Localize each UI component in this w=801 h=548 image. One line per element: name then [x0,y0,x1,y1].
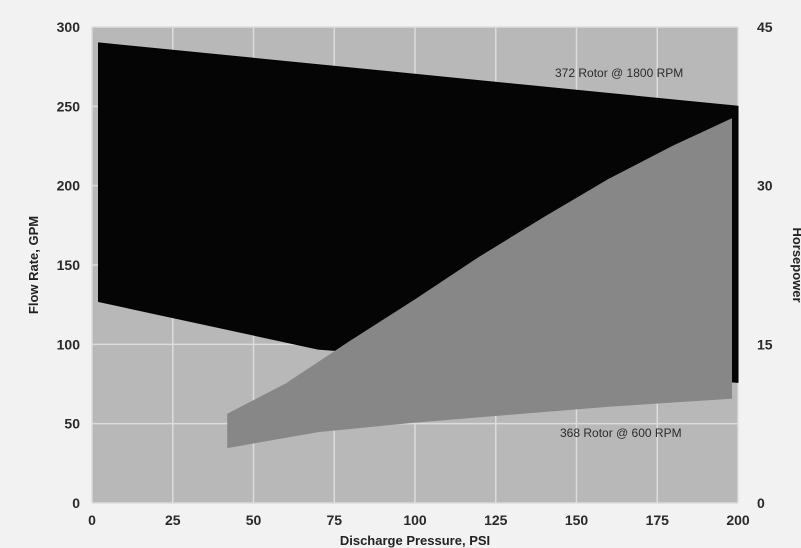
y-tick-label: 50 [64,416,80,432]
y-tick-label: 250 [57,98,81,114]
y-tick-label: 0 [72,495,80,511]
y2-axis-title: Horsepower [790,227,801,302]
series-label-372-rotor: 372 Rotor @ 1800 RPM [555,66,683,80]
y2-tick-label: 0 [757,495,765,511]
y-axis-title: Flow Rate, GPM [26,216,41,314]
x-tick-label: 0 [88,512,96,528]
series-area-368-rotor [227,118,732,448]
x-axis-title: Discharge Pressure, PSI [340,533,490,548]
tick-labels: 0 25 50 75 100 125 150 175 200050100150200250300… [57,19,773,528]
y-tick-label: 300 [57,19,81,35]
x-tick-label: 150 [565,512,589,528]
x-tick-label: 125 [484,512,508,528]
y2-tick-label: 45 [757,19,773,35]
x-tick-label: 100 [403,512,427,528]
x-tick-label: 200 [726,512,750,528]
x-tick-label: 25 [165,512,181,528]
y-tick-label: 200 [57,178,81,194]
x-tick-label: 50 [246,512,262,528]
y-tick-label: 150 [57,257,81,273]
series-label-368-rotor: 368 Rotor @ 600 RPM [560,426,682,440]
x-tick-label: 75 [326,512,342,528]
y2-tick-label: 15 [757,336,773,352]
series-areas [98,42,739,448]
y2-tick-label: 30 [757,178,773,194]
y-tick-label: 100 [57,336,81,352]
x-tick-label: 175 [646,512,670,528]
